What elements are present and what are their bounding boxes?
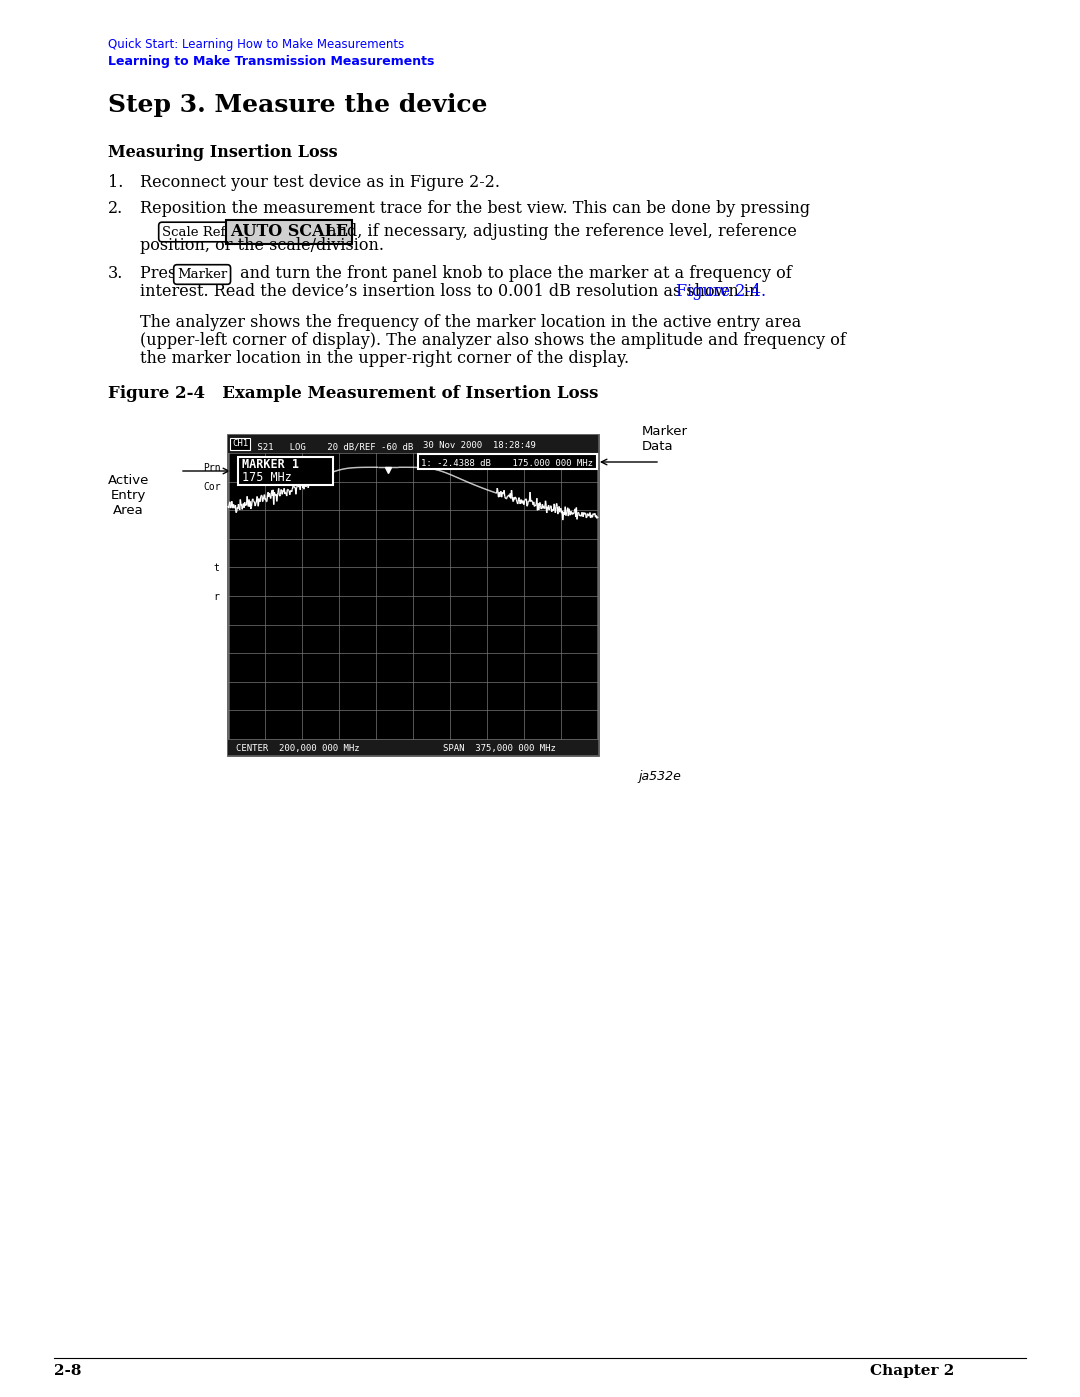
Text: Step 3. Measure the device: Step 3. Measure the device	[108, 94, 487, 117]
Text: interest. Read the device’s insertion loss to 0.001 dB resolution as shown in: interest. Read the device’s insertion lo…	[140, 284, 765, 300]
Text: and turn the front panel knob to place the marker at a frequency of: and turn the front panel knob to place t…	[235, 265, 792, 282]
Text: The analyzer shows the frequency of the marker location in the active entry area: The analyzer shows the frequency of the …	[140, 314, 801, 331]
Text: r: r	[213, 592, 219, 602]
Text: 1: -2.4388 dB    175.000 000 MHz: 1: -2.4388 dB 175.000 000 MHz	[421, 460, 593, 468]
Text: and, if necessary, adjusting the reference level, reference: and, if necessary, adjusting the referen…	[322, 224, 797, 240]
Text: position, or the scale/division.: position, or the scale/division.	[140, 237, 384, 254]
Text: (upper-left corner of display). The analyzer also shows the amplitude and freque: (upper-left corner of display). The anal…	[140, 332, 846, 349]
Text: Press: Press	[140, 265, 190, 282]
Text: Reconnect your test device as in Figure 2-2.: Reconnect your test device as in Figure …	[140, 175, 500, 191]
Text: the marker location in the upper-right corner of the display.: the marker location in the upper-right c…	[140, 351, 630, 367]
Text: Measuring Insertion Loss: Measuring Insertion Loss	[108, 144, 338, 161]
Text: Figure 2-4   Example Measurement of Insertion Loss: Figure 2-4 Example Measurement of Insert…	[108, 386, 598, 402]
Text: 30 Nov 2000  18:28:49: 30 Nov 2000 18:28:49	[423, 441, 536, 450]
Text: 175 MHz: 175 MHz	[242, 471, 292, 483]
Text: Marker: Marker	[177, 268, 227, 281]
Text: S21   LOG    20 dB/REF -60 dB: S21 LOG 20 dB/REF -60 dB	[252, 441, 414, 451]
Text: 1.: 1.	[108, 175, 123, 191]
Text: Scale Ref: Scale Ref	[162, 225, 226, 239]
Text: Marker
Data: Marker Data	[642, 425, 688, 453]
Text: 2.: 2.	[108, 200, 123, 217]
Text: Figure 2-4.: Figure 2-4.	[676, 284, 766, 300]
Bar	[228, 739, 598, 754]
Bar	[228, 434, 598, 453]
Text: AUTO SCALE: AUTO SCALE	[230, 224, 348, 240]
Text: MARKER 1: MARKER 1	[242, 458, 299, 471]
Text: 2-8: 2-8	[54, 1363, 81, 1377]
Text: Reposition the measurement trace for the best view. This can be done by pressing: Reposition the measurement trace for the…	[140, 200, 810, 217]
Text: Prn: Prn	[203, 462, 220, 474]
Text: t: t	[213, 563, 219, 573]
Text: Chapter 2: Chapter 2	[870, 1363, 955, 1377]
Bar	[418, 454, 597, 469]
Text: Active
Entry
Area: Active Entry Area	[108, 474, 149, 517]
Bar	[238, 457, 333, 485]
Text: SPAN  375,000 000 MHz: SPAN 375,000 000 MHz	[443, 745, 556, 753]
Bar	[228, 434, 598, 754]
Text: Quick Start: Learning How to Make Measurements: Quick Start: Learning How to Make Measur…	[108, 38, 404, 52]
Text: CH1: CH1	[232, 440, 248, 448]
Text: CENTER  200,000 000 MHz: CENTER 200,000 000 MHz	[237, 745, 360, 753]
Text: Cor: Cor	[203, 482, 220, 492]
Text: 3.: 3.	[108, 265, 123, 282]
Text: ja532e: ja532e	[638, 770, 680, 782]
Text: Learning to Make Transmission Measurements: Learning to Make Transmission Measuremen…	[108, 54, 434, 68]
